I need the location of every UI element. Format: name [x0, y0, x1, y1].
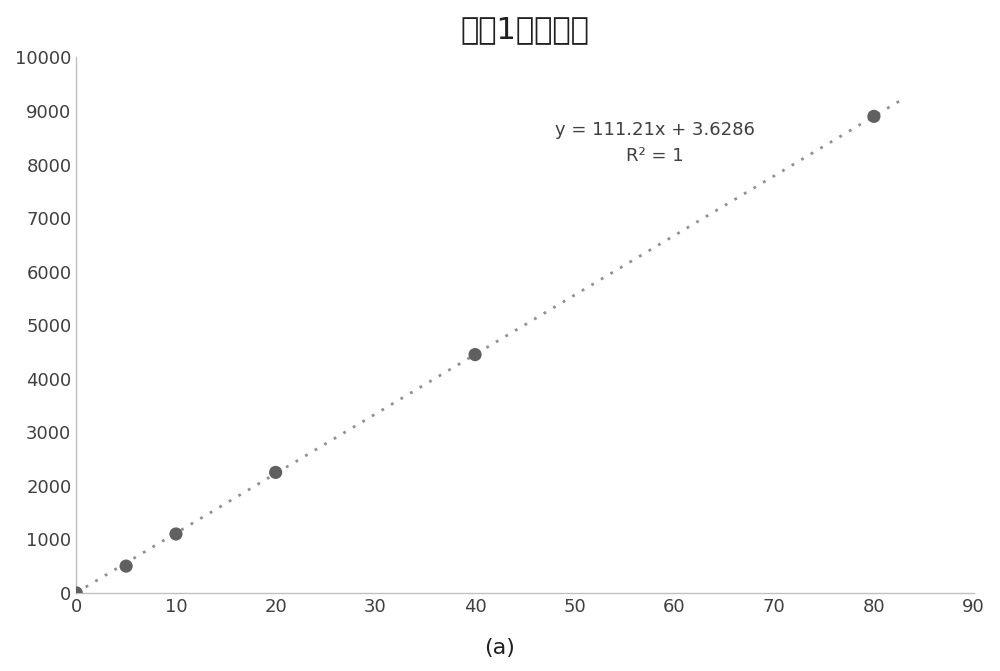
Point — [168, 529, 184, 539]
Title: 抗体1定标曲线: 抗体1定标曲线 — [460, 15, 589, 44]
Point — [118, 561, 134, 572]
Text: y = 111.21x + 3.6286
R² = 1: y = 111.21x + 3.6286 R² = 1 — [555, 121, 754, 165]
Point — [268, 467, 284, 478]
Point — [467, 349, 483, 360]
Point — [68, 588, 84, 599]
Text: (a): (a) — [485, 637, 515, 658]
Point — [866, 111, 882, 121]
